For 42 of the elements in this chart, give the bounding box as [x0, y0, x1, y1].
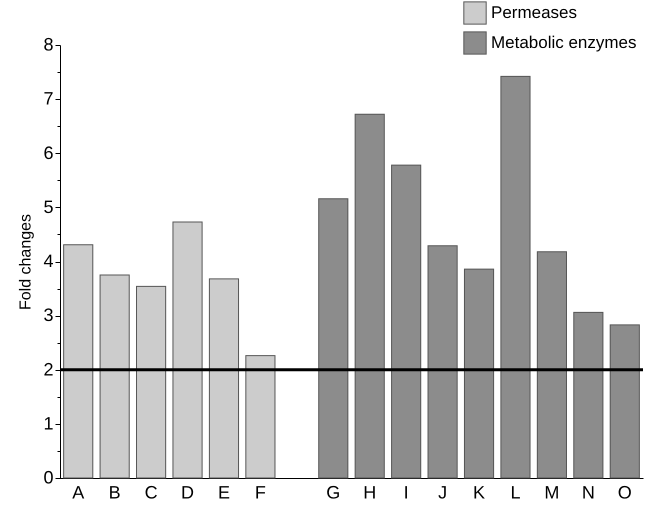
bar: [428, 245, 458, 478]
y-axis-title: Fold changes: [17, 214, 34, 310]
x-tick-label: H: [363, 482, 376, 502]
bar: [354, 114, 385, 478]
x-tick-label: O: [618, 482, 632, 502]
x-tick-label: D: [181, 482, 194, 502]
x-tick-label: J: [438, 482, 448, 502]
bar: [245, 355, 276, 478]
y-tick-label: 4: [43, 251, 54, 271]
y-tick-label: 7: [43, 88, 54, 109]
bar: [100, 274, 130, 478]
y-tick-label: 5: [43, 196, 54, 217]
bar: [573, 312, 604, 478]
x-tick-label: A: [72, 482, 84, 502]
legend-label: Metabolic enzymes: [491, 33, 637, 52]
x-tick-label: F: [254, 482, 266, 502]
x-tick-label: N: [582, 482, 595, 502]
y-tick-label: 3: [43, 305, 54, 326]
x-tick-label: B: [108, 482, 121, 502]
legend-label: Permeases: [491, 3, 577, 22]
y-tick-label: 8: [43, 34, 54, 54]
x-tick-label: M: [544, 482, 560, 502]
x-tick-label: G: [326, 482, 340, 502]
bar: [391, 164, 422, 478]
y-tick-label: 0: [43, 468, 54, 488]
bar: [318, 198, 348, 478]
bar: [63, 244, 94, 478]
bar: [172, 221, 203, 478]
bar: [536, 251, 567, 478]
x-tick-label: E: [218, 482, 230, 502]
x-tick-label: K: [473, 482, 486, 502]
y-tick-label: 1: [43, 413, 54, 434]
y-tick-label: 6: [43, 142, 54, 163]
y-tick-label: 2: [43, 359, 54, 380]
bar: [500, 76, 531, 478]
x-tick-label: I: [404, 482, 409, 502]
bar: [208, 278, 240, 478]
bar: [136, 286, 166, 478]
x-tick-label: C: [144, 482, 158, 502]
bar: [610, 324, 640, 478]
x-tick-label: L: [510, 482, 520, 502]
bar: [464, 268, 494, 478]
